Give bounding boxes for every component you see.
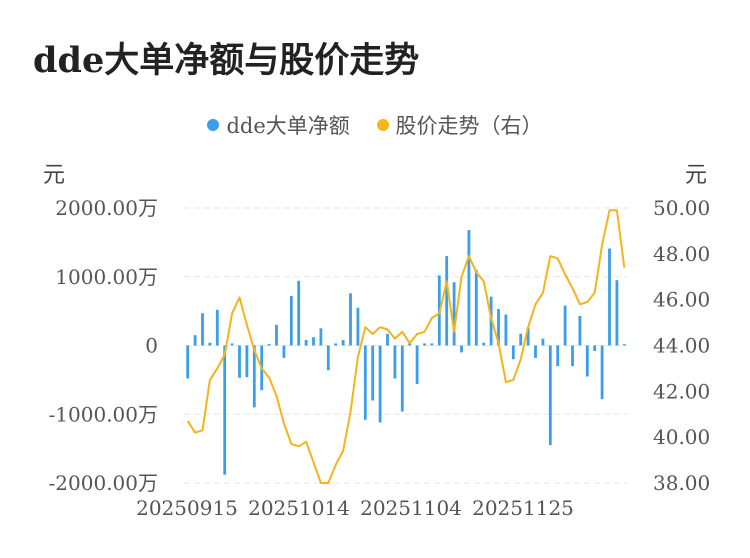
dde-bar [349,293,352,346]
dde-bar [289,296,293,346]
dde-bar [430,343,434,346]
dde-bar [356,307,360,346]
dde-bar [193,335,197,346]
dde-bar [319,328,323,346]
legend: dde大单净额 股价走势（右） [0,110,750,140]
dde-bar [526,327,530,346]
y-left-tick-label: -1000.00万 [49,402,158,426]
dde-bar [511,345,515,360]
dde-bar [585,345,589,377]
dde-bar [622,344,626,346]
x-tick-label: 20251125 [472,496,574,520]
dde-bar [282,345,286,358]
dde-bar [415,345,419,384]
dde-bar [445,256,449,346]
x-tick-label: 20251014 [248,496,350,520]
dde-bar [223,345,227,475]
y-right-tick-label: 42.00 [653,379,710,403]
right-axis-unit: 元 [685,163,708,188]
y-left-tick-label: 0 [145,334,158,358]
legend-dot-dde [207,119,220,131]
chart-title: dde大单净额与股价走势 [33,40,420,81]
legend-item-dde[interactable]: dde大单净额 [207,110,350,140]
y-right-tick-label: 40.00 [653,425,710,449]
dde-bar [208,342,212,346]
x-tick-label: 20250915 [136,496,238,520]
dde-bar [371,345,375,401]
dde-bar [400,345,404,412]
dde-bar [378,345,382,423]
dde-bar [215,309,219,346]
dde-bar [252,345,256,408]
y-left-tick-label: 1000.00万 [55,265,158,289]
dde-bar [304,340,308,346]
y-left-tick-label: 2000.00万 [55,196,158,220]
dde-bar [423,343,426,346]
dde-bar [363,345,367,420]
dde-bar [578,315,582,346]
dde-bar [334,343,338,346]
x-tick-label: 20251104 [360,496,462,520]
dde-bar [245,345,249,378]
legend-label-price: 股价走势（右） [395,114,543,138]
dde-bar [474,269,478,346]
dde-bar [267,344,271,346]
y-right-tick-label: 46.00 [653,288,710,312]
legend-item-price[interactable]: 股价走势（右） [376,110,543,140]
dde-bar [519,333,523,346]
y-right-tick-label: 50.00 [653,196,710,220]
dde-bar [608,248,611,346]
dde-bar [341,340,345,346]
dde-bar [275,324,278,346]
dde-bar [393,345,397,379]
dde-bar [326,345,330,371]
dde-bar [571,345,574,367]
y-right-tick-label: 44.00 [653,334,710,358]
dde-bar [615,280,619,346]
price-line [186,209,626,484]
dde-bar [556,345,560,367]
dde-bar [460,345,463,353]
dde-bar [541,338,545,346]
legend-label-dde: dde大单净额 [226,114,350,138]
dde-bar [238,345,241,378]
y-right-tick-label: 48.00 [653,242,710,266]
dde-bar [593,345,597,351]
y-right-tick-label: 38.00 [653,471,710,495]
dde-bar [201,313,204,346]
dde-bar [497,309,500,346]
dde-bar [230,343,234,346]
left-axis-unit: 元 [43,163,66,188]
dde-bar [297,280,301,346]
dde-bar [504,314,508,346]
dde-bar [452,282,456,346]
legend-dot-price [376,119,389,131]
dde-bar [548,345,552,446]
dde-bar [563,305,567,346]
dde-bar [482,342,486,346]
dde-bar [186,345,190,379]
dde-bar [467,230,471,346]
dde-bar [600,345,604,400]
dde-bar [408,343,412,346]
y-left-tick-label: -2000.00万 [49,471,158,495]
dde-bar [386,333,389,346]
dde-bar [312,337,315,346]
dde-bar [534,345,537,358]
